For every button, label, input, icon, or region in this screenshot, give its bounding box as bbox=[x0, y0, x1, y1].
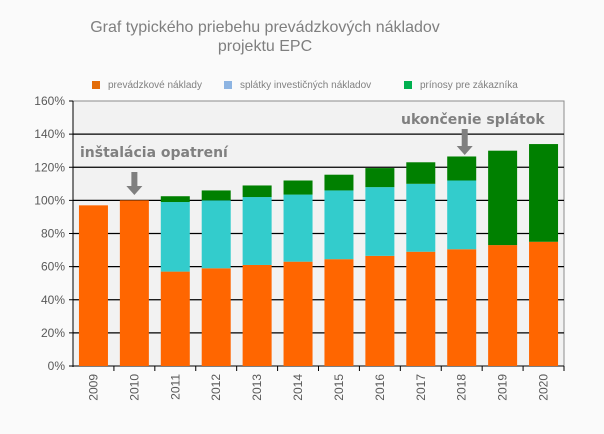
bar-2015-splátky bbox=[324, 190, 354, 260]
legend-swatch bbox=[92, 81, 100, 90]
y-tick-label: 140% bbox=[34, 127, 65, 141]
bar-2013-prevádzkové bbox=[242, 264, 272, 366]
x-tick-label: 2020 bbox=[537, 374, 551, 401]
legend-item-splatky: splátky investičných nákladov bbox=[224, 80, 371, 91]
bar-2014-prevádzkové bbox=[283, 261, 313, 366]
legend-item-prinosy: prínosy pre zákazníka bbox=[404, 80, 518, 91]
bar-2020-prínosy bbox=[529, 144, 559, 242]
annotation-ukoncenie: ukončenie splátok bbox=[401, 112, 545, 128]
legend-item-prevadzkove: prevádzkové náklady bbox=[92, 80, 202, 91]
x-tick-label: 2010 bbox=[127, 374, 141, 401]
x-tick-label: 2012 bbox=[209, 374, 223, 401]
bar-2009-prevádzkové bbox=[78, 205, 108, 366]
bar-2018-prevádzkové bbox=[447, 249, 477, 366]
bar-2015-prínosy bbox=[324, 174, 354, 191]
annotation-instalacia: inštalácia opatrení bbox=[80, 145, 229, 161]
arrow-down-icon bbox=[456, 129, 473, 155]
legend-label: prínosy pre zákazníka bbox=[420, 80, 518, 91]
x-tick-label: 2017 bbox=[414, 374, 428, 401]
x-tick-label: 2011 bbox=[168, 374, 182, 400]
x-tick-label: 2019 bbox=[496, 374, 510, 401]
bar-2020-prevádzkové bbox=[529, 241, 559, 366]
legend-label: splátky investičných nákladov bbox=[240, 80, 372, 91]
y-tick-label: 160% bbox=[34, 94, 65, 108]
x-tick-label: 2016 bbox=[373, 374, 387, 401]
legend-swatch bbox=[404, 81, 412, 90]
legend-swatch bbox=[224, 81, 232, 90]
x-tick-label: 2013 bbox=[250, 374, 264, 401]
chart-title-line-1: Graf typického priebehu prevádzkových ná… bbox=[90, 19, 440, 36]
bar-2013-splátky bbox=[242, 197, 272, 265]
bar-2017-splátky bbox=[406, 183, 436, 252]
arrow-down-icon bbox=[126, 172, 143, 195]
legend-label: prevádzkové náklady bbox=[108, 80, 202, 91]
y-tick-label: 120% bbox=[34, 160, 65, 174]
chart-title: Graf typického priebehu prevádzkových ná… bbox=[0, 18, 530, 56]
bar-2010-prevádzkové bbox=[119, 200, 149, 366]
y-tick-label: 20% bbox=[41, 326, 65, 340]
y-tick-label: 40% bbox=[41, 293, 65, 307]
bar-2012-splátky bbox=[201, 200, 231, 269]
bar-2017-prínosy bbox=[406, 162, 436, 184]
bar-2016-prevádzkové bbox=[365, 255, 395, 366]
y-tick-label: 80% bbox=[41, 227, 65, 241]
bar-2018-prínosy bbox=[447, 156, 477, 181]
bar-2017-prevádzkové bbox=[406, 251, 436, 366]
x-tick-label: 2015 bbox=[332, 374, 346, 401]
x-tick-label: 2014 bbox=[291, 374, 305, 401]
bar-2012-prínosy bbox=[201, 190, 231, 201]
bar-2016-splátky bbox=[365, 187, 395, 256]
x-tick-label: 2009 bbox=[86, 374, 100, 401]
bar-2011-prínosy bbox=[160, 196, 190, 203]
bar-2014-splátky bbox=[283, 194, 313, 262]
bar-2012-prevádzkové bbox=[201, 268, 231, 366]
y-tick-label: 100% bbox=[34, 193, 65, 207]
bar-2011-prevádzkové bbox=[160, 271, 190, 366]
x-tick-label: 2018 bbox=[455, 374, 469, 401]
bar-2019-prevádzkové bbox=[488, 245, 518, 366]
bar-2011-splátky bbox=[160, 202, 190, 272]
bar-2013-prínosy bbox=[242, 185, 272, 198]
y-tick-label: 60% bbox=[41, 260, 65, 274]
bar-2016-prínosy bbox=[365, 168, 395, 188]
bar-2019-prínosy bbox=[488, 150, 518, 246]
chart-title-line-2: projektu EPC bbox=[217, 38, 313, 55]
y-tick-label: 0% bbox=[48, 359, 66, 373]
bar-2014-prínosy bbox=[283, 180, 313, 195]
bar-2018-splátky bbox=[447, 180, 477, 250]
bar-2015-prevádzkové bbox=[324, 259, 354, 366]
